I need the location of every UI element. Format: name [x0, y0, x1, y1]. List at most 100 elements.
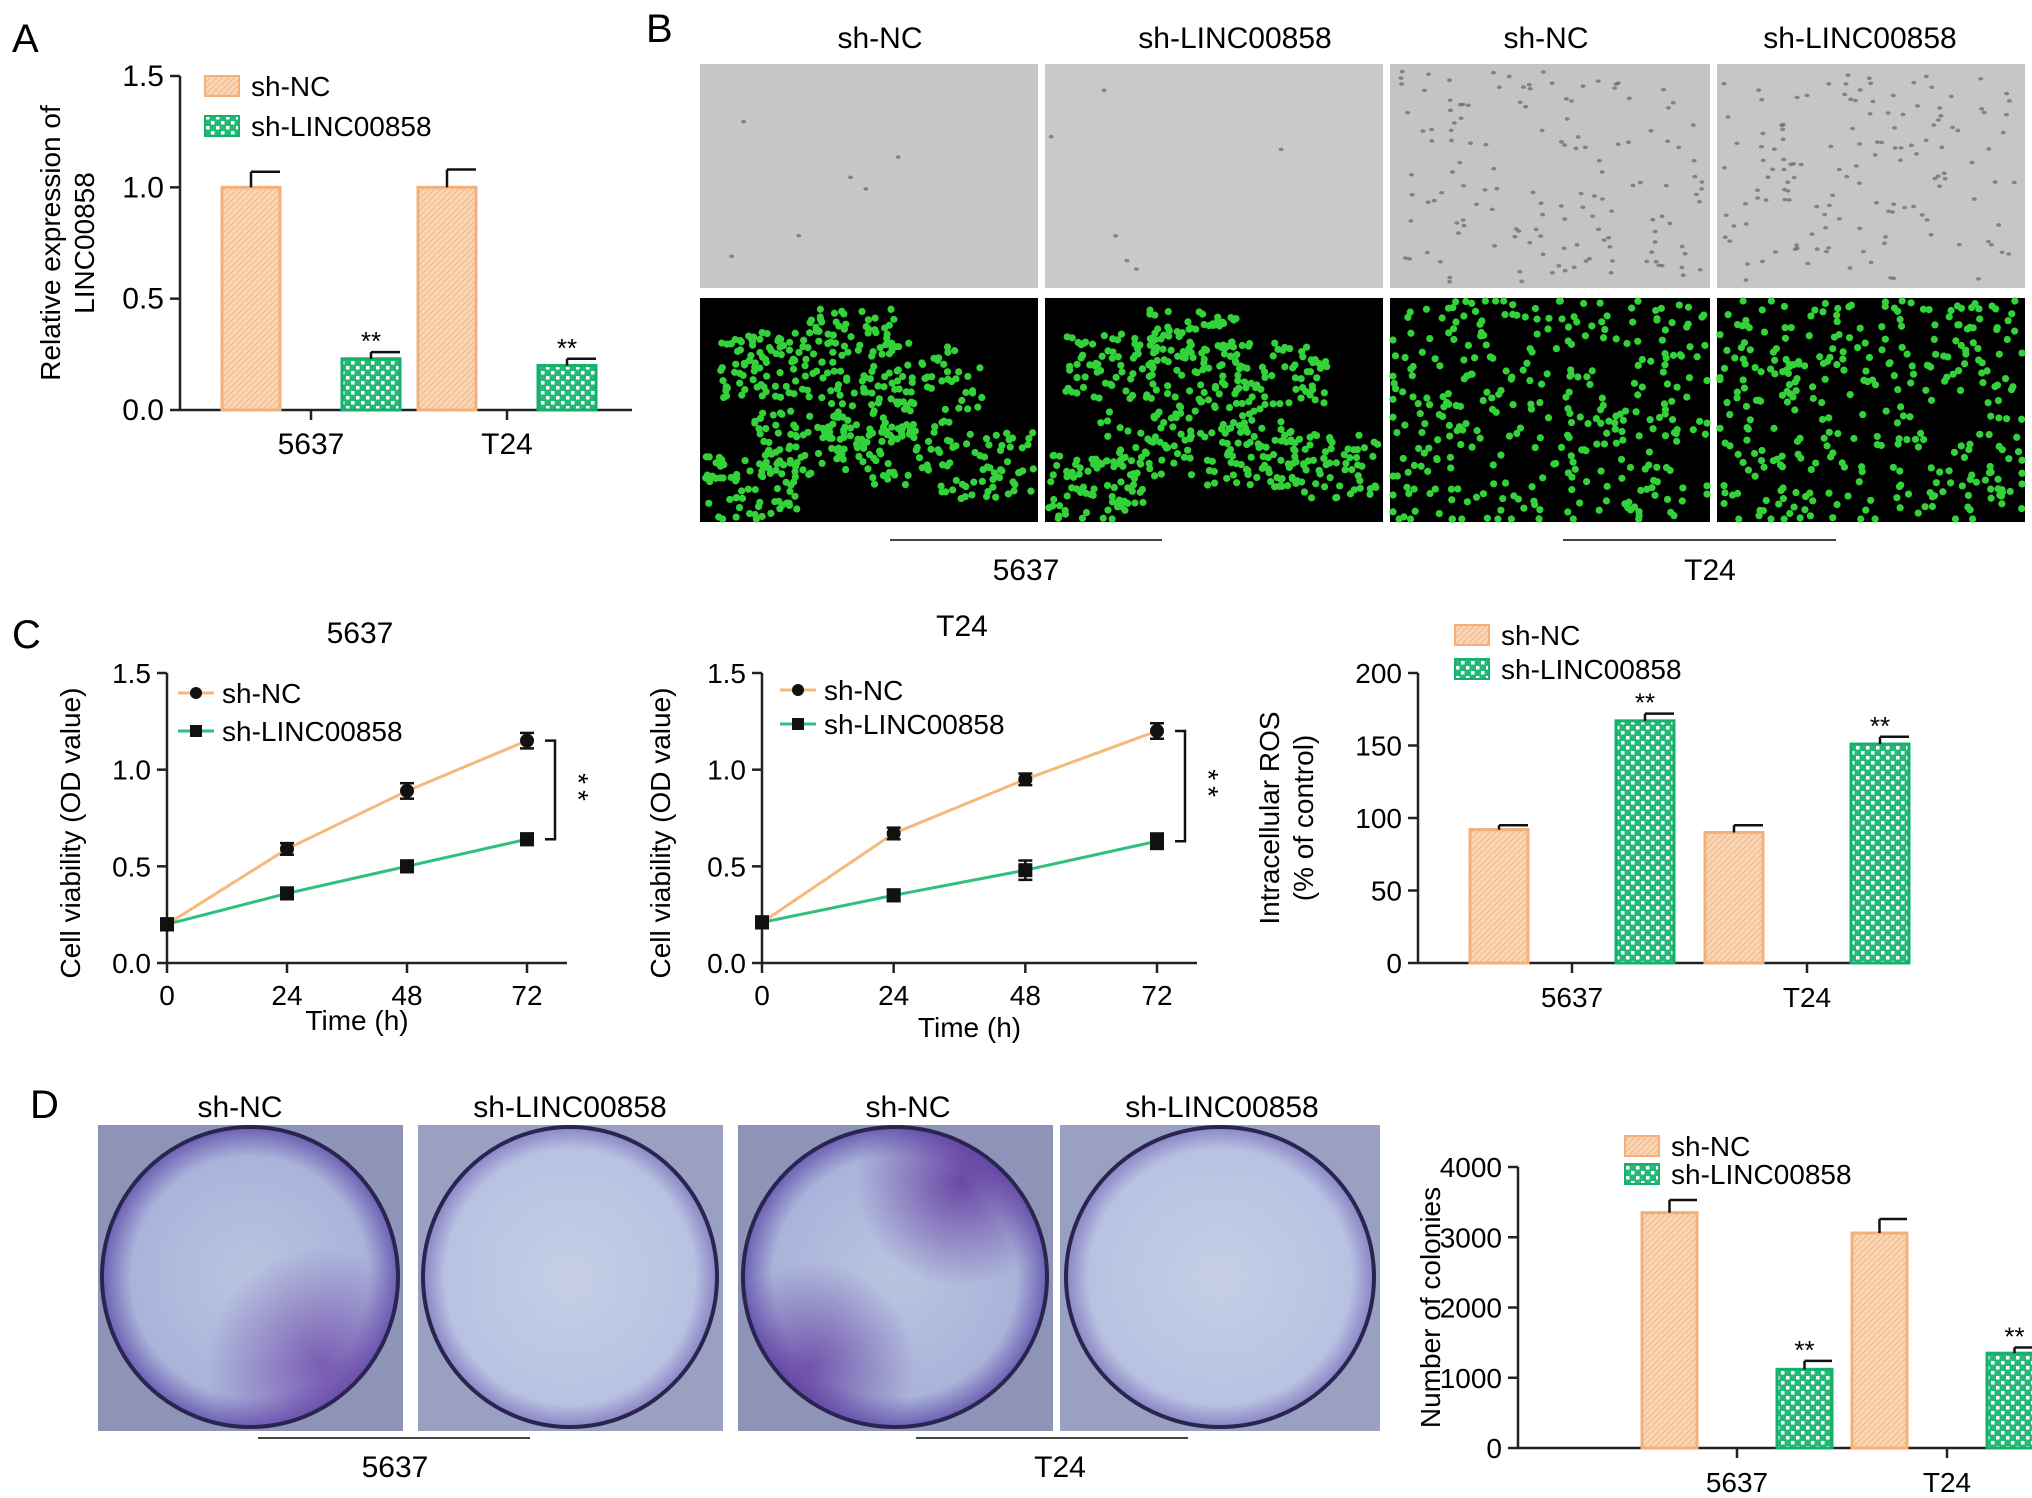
- fluorescent-cell: [1809, 497, 1817, 505]
- fluorescent-cell: [846, 432, 855, 440]
- fluorescent-cell: [840, 310, 848, 318]
- fluorescent-cell: [1179, 348, 1187, 356]
- fluorescent-cell: [1987, 485, 1995, 493]
- fluorescent-cell: [2001, 375, 2010, 383]
- fluorescent-cell: [1342, 459, 1350, 468]
- brightfield-cell: [1697, 267, 1703, 272]
- fluorescent-cell: [755, 460, 764, 468]
- fluorescent-cell: [1829, 345, 1837, 353]
- brightfield-cell: [1911, 204, 1917, 209]
- fluorescent-cell: [1647, 357, 1655, 365]
- fluorescent-cell: [1400, 513, 1408, 521]
- fluorescent-cell: [1661, 326, 1669, 334]
- fluorescent-cell: [862, 323, 870, 331]
- fluorescent-cell: [782, 478, 790, 486]
- fluorescent-cell: [1978, 359, 1986, 367]
- fluorescent-cell: [1566, 372, 1574, 380]
- panel-letter-a: A: [12, 17, 39, 61]
- fluorescent-cell: [738, 494, 747, 502]
- brightfield-cell: [741, 119, 747, 124]
- fluorescent-cell: [1809, 394, 1817, 403]
- fluorescent-cell: [946, 459, 954, 467]
- fluorescent-cell: [1167, 346, 1175, 354]
- brightfield-cell: [1610, 259, 1616, 263]
- fluorescent-cell: [1481, 297, 1489, 305]
- fluorescent-cell: [1440, 403, 1448, 411]
- fluorescent-cell: [1767, 297, 1775, 305]
- fluorescent-cell: [800, 336, 808, 344]
- fluorescent-cell: [1675, 301, 1683, 309]
- fluorescent-cell: [1187, 432, 1195, 440]
- fluorescent-cell: [1122, 387, 1130, 395]
- brightfield-cell: [1405, 110, 1411, 115]
- fluorescent-cell: [1243, 364, 1251, 372]
- fluorescent-cell: [1403, 483, 1411, 491]
- fluorescent-cell: [1893, 419, 1902, 427]
- chart-c3-bar: [1468, 828, 1530, 965]
- brightfield-cell: [1561, 246, 1567, 251]
- brightfield-cell: [1648, 128, 1654, 133]
- fluorescent-cell: [801, 451, 809, 460]
- brightfield-cell: [1540, 212, 1546, 217]
- brightfield-cell: [1527, 240, 1533, 245]
- chart-c1-legend-marker: [190, 725, 202, 737]
- brightfield-cell: [1760, 131, 1766, 136]
- fluorescent-cell: [1476, 320, 1484, 328]
- fluorescent-cell: [1567, 452, 1575, 460]
- fluorescent-cell: [1164, 358, 1172, 366]
- fluorescent-cell: [1873, 432, 1881, 441]
- fluorescent-cell: [846, 424, 855, 432]
- fluorescent-cell: [1573, 318, 1581, 326]
- fluorescent-cell: [1292, 458, 1300, 466]
- fluorescent-cell: [843, 376, 851, 384]
- chart-a-y-tick-label: 0.5: [122, 283, 164, 316]
- fluorescent-cell: [736, 346, 744, 354]
- fluorescent-cell: [1497, 386, 1505, 395]
- fluorescent-cell: [1238, 341, 1246, 350]
- fluorescent-cell: [992, 493, 1000, 501]
- chart-c1-significance-bracket: [545, 739, 557, 841]
- fluorescent-cell: [1733, 394, 1741, 402]
- fluorescent-cell: [879, 414, 887, 422]
- fluorescent-cell: [1657, 304, 1665, 312]
- fluorescent-cell: [2011, 327, 2019, 335]
- fluorescent-cell: [1435, 509, 1443, 518]
- chart-c1-data-point: [520, 733, 534, 748]
- fluorescent-cell: [865, 431, 873, 439]
- fluorescent-cell: [1521, 313, 1529, 321]
- fluorescent-cell: [1758, 306, 1766, 314]
- fluorescent-cell: [1157, 335, 1165, 343]
- brightfield-cell: [1765, 175, 1771, 179]
- fluorescent-cell: [1964, 491, 1972, 500]
- brightfield-cell: [1822, 212, 1828, 217]
- fluorescent-cell: [1056, 452, 1064, 460]
- panel-d-col-label-3: sh-NC: [865, 1091, 950, 1124]
- fluorescent-cell: [1519, 366, 1527, 374]
- brightfield-cell: [796, 233, 802, 238]
- fluorescent-cell: [1983, 367, 1991, 375]
- fluorescent-cell: [1865, 353, 1874, 362]
- fluorescent-cell: [943, 343, 952, 351]
- brightfield-cell: [1133, 267, 1139, 271]
- fluorescent-cell: [838, 351, 846, 359]
- fluorescent-cell: [778, 410, 786, 418]
- fluorescent-cell: [1716, 424, 1724, 432]
- fluorescent-cell: [738, 391, 746, 399]
- fluorescent-cell: [1676, 351, 1684, 359]
- fluorescent-cell: [2011, 297, 2019, 305]
- fluorescent-cell: [1233, 479, 1241, 487]
- brightfield-cell: [1482, 188, 1488, 192]
- brightfield-cell: [1763, 198, 1769, 202]
- fluorescent-cell: [1693, 353, 1701, 361]
- chart-c3-y-tick-label: 0: [1386, 948, 1402, 979]
- fluorescent-cell: [756, 348, 764, 357]
- fluorescent-cell: [1611, 425, 1619, 433]
- fluorescent-cell: [1410, 485, 1418, 493]
- fluorescent-cell: [1809, 383, 1817, 391]
- fluorescent-cell: [1242, 384, 1250, 392]
- brightfield-cell: [1759, 144, 1765, 149]
- fluorescent-cell: [1861, 339, 1869, 347]
- brightfield-cell: [1402, 256, 1408, 260]
- brightfield-cell: [1549, 271, 1555, 275]
- fluorescent-cell: [1661, 361, 1669, 369]
